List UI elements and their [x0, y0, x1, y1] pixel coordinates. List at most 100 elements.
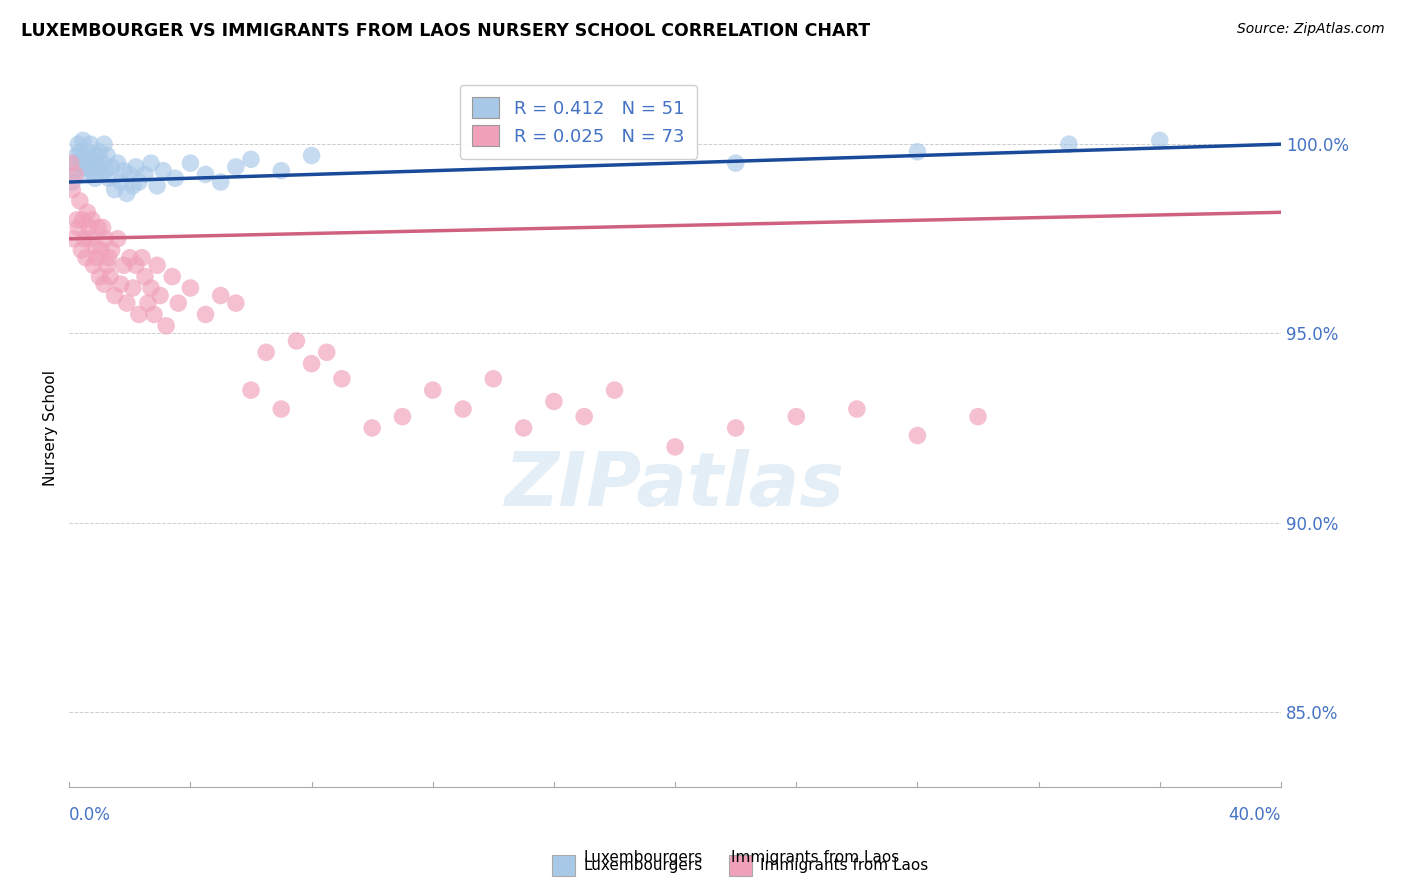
- Point: [1057, 137, 1080, 152]
- Point: [87, 160, 110, 174]
- Point: [543, 394, 565, 409]
- Point: [112, 163, 135, 178]
- Point: [62, 163, 84, 178]
- Point: [115, 296, 138, 310]
- Point: [72, 212, 94, 227]
- Text: Source: ZipAtlas.com: Source: ZipAtlas.com: [1237, 22, 1385, 37]
- Point: [179, 281, 201, 295]
- Point: [87, 220, 110, 235]
- Point: [361, 421, 384, 435]
- Point: [94, 163, 117, 178]
- Text: Luxembourgers: Luxembourgers: [583, 858, 703, 872]
- Text: Luxembourgers: Luxembourgers: [583, 850, 703, 865]
- Point: [79, 137, 101, 152]
- Point: [149, 288, 172, 302]
- Point: [209, 175, 232, 189]
- Point: [104, 183, 127, 197]
- Point: [155, 318, 177, 333]
- Point: [82, 153, 104, 167]
- Point: [285, 334, 308, 348]
- Point: [96, 258, 118, 272]
- Point: [254, 345, 277, 359]
- Point: [664, 440, 686, 454]
- Point: [330, 372, 353, 386]
- Point: [160, 269, 183, 284]
- Point: [98, 269, 121, 284]
- Point: [845, 402, 868, 417]
- Point: [67, 137, 90, 152]
- Point: [121, 281, 143, 295]
- Point: [139, 281, 162, 295]
- Point: [84, 171, 107, 186]
- Point: [121, 178, 143, 193]
- Point: [139, 156, 162, 170]
- Point: [79, 232, 101, 246]
- Point: [301, 357, 323, 371]
- Point: [66, 212, 89, 227]
- Point: [451, 402, 474, 417]
- Point: [62, 232, 84, 246]
- Point: [107, 156, 129, 170]
- Point: [72, 133, 94, 147]
- Point: [240, 153, 263, 167]
- Bar: [728, 855, 752, 876]
- Point: [110, 175, 132, 189]
- Point: [270, 163, 292, 178]
- Point: [225, 160, 247, 174]
- Point: [100, 160, 122, 174]
- Point: [86, 148, 108, 162]
- Point: [70, 243, 93, 257]
- Point: [209, 288, 232, 302]
- Text: 40.0%: 40.0%: [1229, 806, 1281, 824]
- Point: [603, 383, 626, 397]
- Point: [60, 183, 83, 197]
- Point: [724, 156, 747, 170]
- Text: Immigrants from Laos: Immigrants from Laos: [761, 858, 928, 872]
- Point: [194, 308, 217, 322]
- Text: ZIPatlas: ZIPatlas: [505, 449, 845, 522]
- Point: [240, 383, 263, 397]
- Point: [315, 345, 337, 359]
- Point: [165, 171, 187, 186]
- Legend: R = 0.412   N = 51, R = 0.025   N = 73: R = 0.412 N = 51, R = 0.025 N = 73: [460, 85, 697, 159]
- Point: [75, 251, 97, 265]
- Point: [65, 168, 87, 182]
- Y-axis label: Nursery School: Nursery School: [44, 370, 58, 486]
- Point: [112, 258, 135, 272]
- Point: [77, 220, 100, 235]
- Point: [97, 171, 120, 186]
- Point: [76, 145, 98, 159]
- Point: [115, 186, 138, 201]
- Point: [179, 156, 201, 170]
- Point: [907, 145, 929, 159]
- Point: [152, 163, 174, 178]
- Bar: [551, 855, 575, 876]
- Point: [422, 383, 444, 397]
- Point: [143, 308, 166, 322]
- Point: [80, 212, 103, 227]
- Point: [194, 168, 217, 182]
- Point: [93, 137, 115, 152]
- Point: [93, 277, 115, 292]
- Point: [724, 421, 747, 435]
- Point: [70, 153, 93, 167]
- Point: [128, 308, 150, 322]
- Point: [136, 296, 159, 310]
- Point: [270, 402, 292, 417]
- Point: [100, 243, 122, 257]
- Point: [89, 269, 111, 284]
- Point: [76, 205, 98, 219]
- Point: [66, 148, 89, 162]
- Point: [107, 232, 129, 246]
- Point: [90, 168, 112, 182]
- Point: [96, 148, 118, 162]
- Point: [301, 148, 323, 162]
- Point: [65, 156, 87, 170]
- Point: [574, 409, 596, 424]
- Point: [73, 160, 96, 174]
- Point: [94, 232, 117, 246]
- Point: [104, 288, 127, 302]
- Point: [907, 428, 929, 442]
- Point: [134, 168, 156, 182]
- Point: [90, 243, 112, 257]
